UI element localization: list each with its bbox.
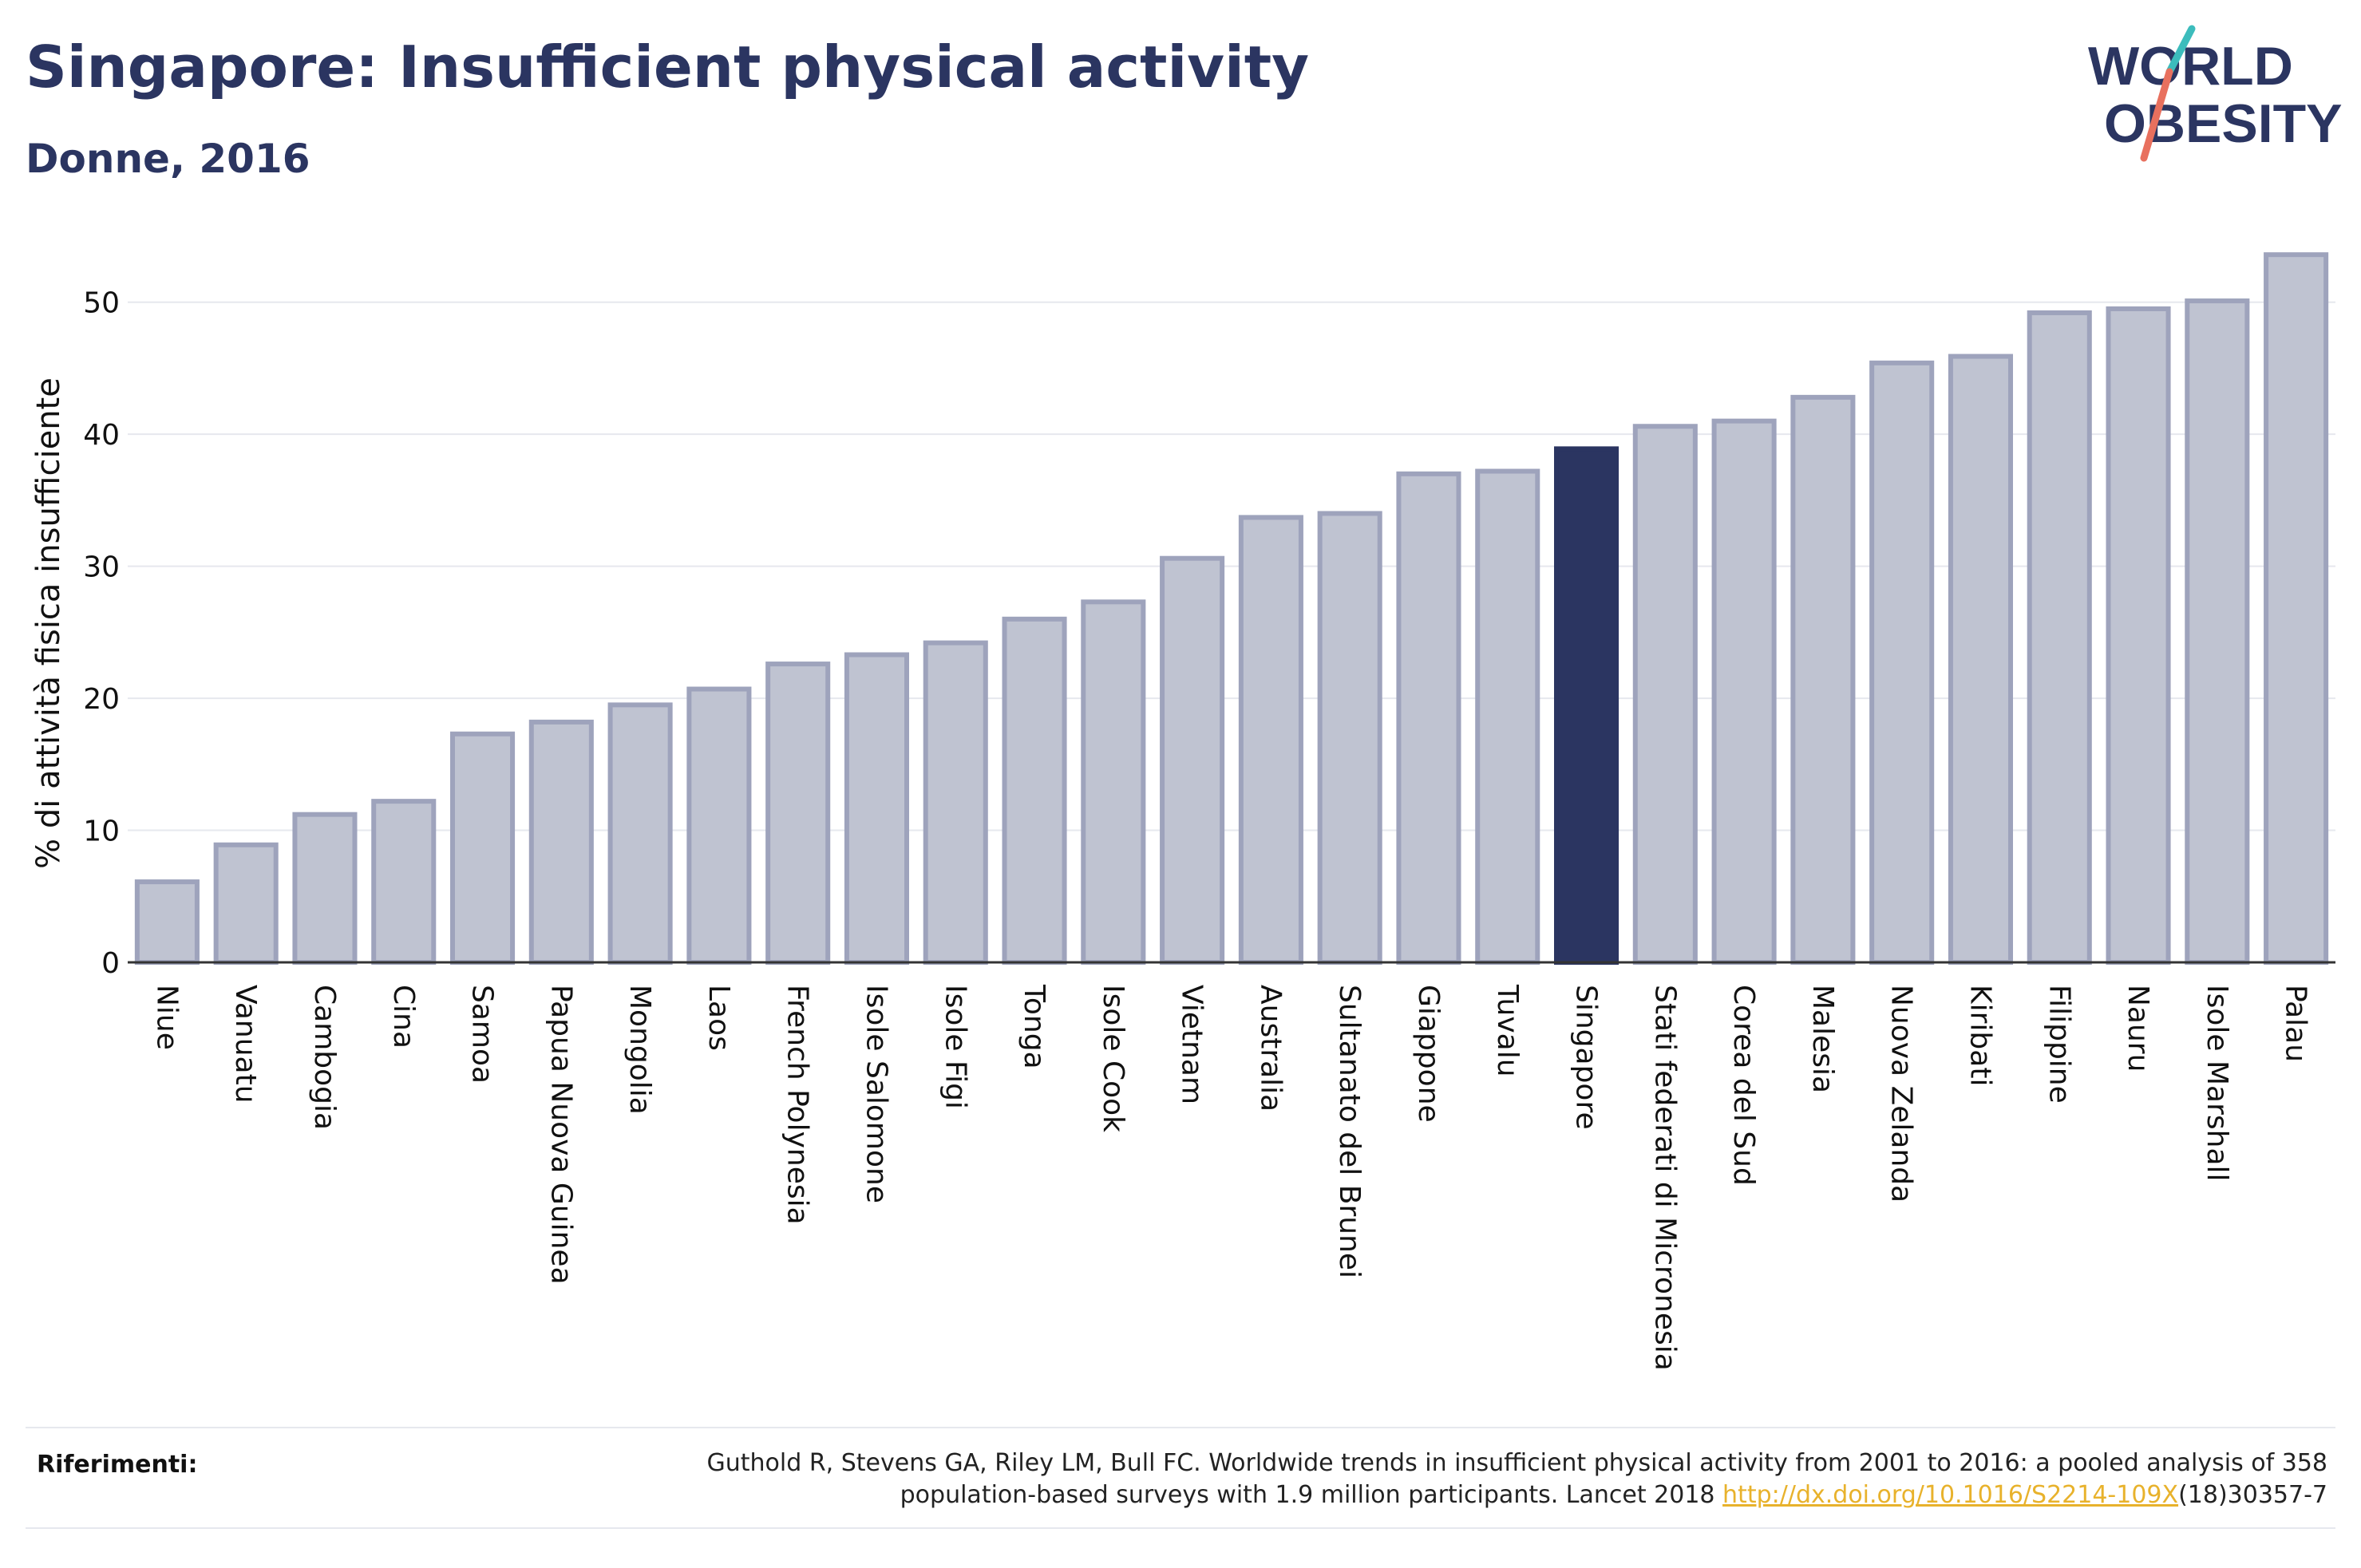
x-tick-label: Australia <box>1254 985 1287 1112</box>
bar-papua-nuova-guinea <box>528 719 594 965</box>
references-label: Riferimenti: <box>37 1451 198 1479</box>
references-section: Riferimenti: Guthold R, Stevens GA, Rile… <box>26 1427 2335 1529</box>
x-tick-label: Niue <box>150 985 183 1050</box>
y-axis-ticks: 0 10 20 30 40 50 <box>83 287 120 980</box>
y-tick-label: 0 <box>101 947 120 980</box>
x-tick-label: Tuvalu <box>1491 984 1524 1077</box>
y-tick-label: 20 <box>83 683 120 716</box>
x-tick-label: Isole Salomone <box>860 985 892 1203</box>
bar-singapore <box>1553 446 1619 965</box>
x-tick-label: French Polynesia <box>781 985 814 1225</box>
x-tick-label: Malesia <box>1806 985 1839 1093</box>
x-tick-label: Palau <box>2280 985 2312 1062</box>
logo-slash-icon-lower <box>2140 68 2173 162</box>
bar-stati-federati-di-micronesia <box>1632 424 1698 965</box>
bar-nuova-zelanda <box>1869 360 1935 965</box>
world-obesity-logo: WORLD OBESITY <box>2088 25 2343 162</box>
references-line2: population-based surveys with 1.9 millio… <box>900 1481 1723 1509</box>
x-tick-label: Isole Marshall <box>2201 985 2233 1182</box>
y-tick-label: 30 <box>83 551 120 584</box>
references-text: Guthold R, Stevens GA, Riley LM, Bull FC… <box>492 1448 2327 1511</box>
bar-tonga <box>1002 616 1067 965</box>
x-tick-label: Nauru <box>2122 985 2154 1072</box>
bar-niue <box>134 879 200 966</box>
bar-cambogia <box>292 812 358 966</box>
bar-giappone <box>1396 471 1461 965</box>
y-tick-label: 50 <box>83 287 120 320</box>
bar-australia <box>1238 515 1303 965</box>
bar-kiribati <box>1948 353 2014 965</box>
bar-vietnam <box>1160 555 1225 966</box>
x-tick-label: Tonga <box>1018 984 1050 1069</box>
x-tick-label: Filippine <box>2043 985 2075 1104</box>
bar-filippine <box>2027 310 2092 965</box>
x-tick-label: Isole Figi <box>939 985 971 1109</box>
bar-chart: 0 10 20 30 40 50 Niue Vanuatu Cambogia Cina Samoa… <box>30 252 2335 1371</box>
x-tick-label: Cina <box>387 985 420 1049</box>
x-tick-label: Singapore <box>1570 985 1603 1130</box>
bar-isole-marshall <box>2185 298 2250 965</box>
x-tick-label: Isole Cook <box>1097 985 1129 1132</box>
bar-cina <box>371 799 437 965</box>
y-tick-label: 40 <box>83 419 120 452</box>
x-tick-label: Cambogia <box>308 985 341 1130</box>
bar-palau <box>2264 252 2329 965</box>
logo-word-world: WORLD <box>2088 36 2293 97</box>
x-axis-labels: Niue Vanuatu Cambogia Cina Samoa Papua Nuova … <box>150 984 2312 1371</box>
x-tick-label: Corea del Sud <box>1727 985 1760 1186</box>
bar-french-polynesia <box>765 662 831 966</box>
y-axis-title: % di attività fisica insufficiente <box>30 377 67 869</box>
chart-subtitle: Donne, 2016 <box>26 136 310 182</box>
references-link[interactable]: http://dx.doi.org/10.1016/S2214-109X <box>1722 1481 2179 1509</box>
x-tick-label: Papua Nuova Guinea <box>544 985 577 1285</box>
x-tick-label: Kiribati <box>1964 985 1996 1086</box>
bar-laos <box>686 686 752 965</box>
x-tick-label: Laos <box>702 985 735 1051</box>
bar-sultanato-del-brunei <box>1317 511 1382 965</box>
bar-isole-cook <box>1081 599 1146 965</box>
x-tick-label: Vanuatu <box>229 985 262 1104</box>
logo-slash-icon <box>2165 25 2196 76</box>
bar-isole-salomone <box>844 652 910 965</box>
logo-word-obesity: OBESITY <box>2104 93 2343 154</box>
x-tick-label: Stati federati di Micronesia <box>1648 985 1681 1371</box>
bar-tuvalu <box>1475 468 1540 965</box>
x-tick-label: Mongolia <box>623 985 656 1115</box>
bars <box>134 252 2329 966</box>
bar-malesia <box>1790 394 1856 965</box>
x-tick-label: Nuova Zelanda <box>1885 985 1918 1203</box>
x-tick-label: Giappone <box>1412 985 1445 1123</box>
bar-isole-figi <box>923 640 988 965</box>
x-tick-label: Vietnam <box>1176 985 1208 1104</box>
bar-nauru <box>2106 306 2171 965</box>
x-tick-label: Sultanato del Brunei <box>1333 985 1366 1278</box>
bar-samoa <box>449 731 516 965</box>
y-tick-label: 10 <box>83 816 120 848</box>
x-tick-label: Samoa <box>466 985 499 1084</box>
bar-vanuatu <box>213 842 279 966</box>
bar-mongolia <box>607 702 673 965</box>
references-line2-end: (18)30357-7 <box>2178 1481 2327 1509</box>
references-line1: Guthold R, Stevens GA, Riley LM, Bull FC… <box>706 1449 2327 1477</box>
chart-title: Singapore: Insufficient physical activit… <box>26 34 1310 101</box>
bar-corea-del-sud <box>1711 418 1777 965</box>
